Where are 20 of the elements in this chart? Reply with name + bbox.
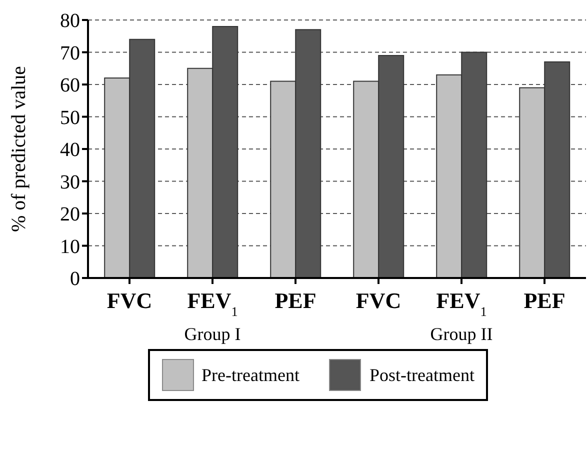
y-tick-label: 50 (60, 106, 80, 129)
legend-label: Pre-treatment (202, 364, 300, 386)
y-tick-label: 70 (60, 42, 80, 64)
y-axis-title: % of predicted value (8, 66, 30, 232)
y-tick-label: 30 (60, 171, 80, 194)
text: Group II (429, 324, 494, 345)
x-tick-label: PEF (524, 288, 566, 313)
text: Group I (183, 324, 242, 345)
y-tick-label: 80 (60, 10, 80, 32)
y-tick-label: 40 (60, 139, 80, 162)
x-tick-label: FVC (106, 288, 152, 313)
y-tick-label: 20 (60, 204, 80, 226)
x-tick-label: PEF (274, 288, 316, 313)
x-tick-label: FEV$_{1}$ (436, 288, 487, 318)
x-tick-label: FEV$_{1}$ (187, 288, 238, 318)
legend-label: Post-treatment (369, 364, 474, 386)
x-tick-label: FVC (356, 288, 402, 313)
y-tick-label: 60 (60, 74, 80, 97)
y-tick-label: 0 (70, 268, 80, 290)
y-tick-label: 10 (60, 236, 80, 258)
